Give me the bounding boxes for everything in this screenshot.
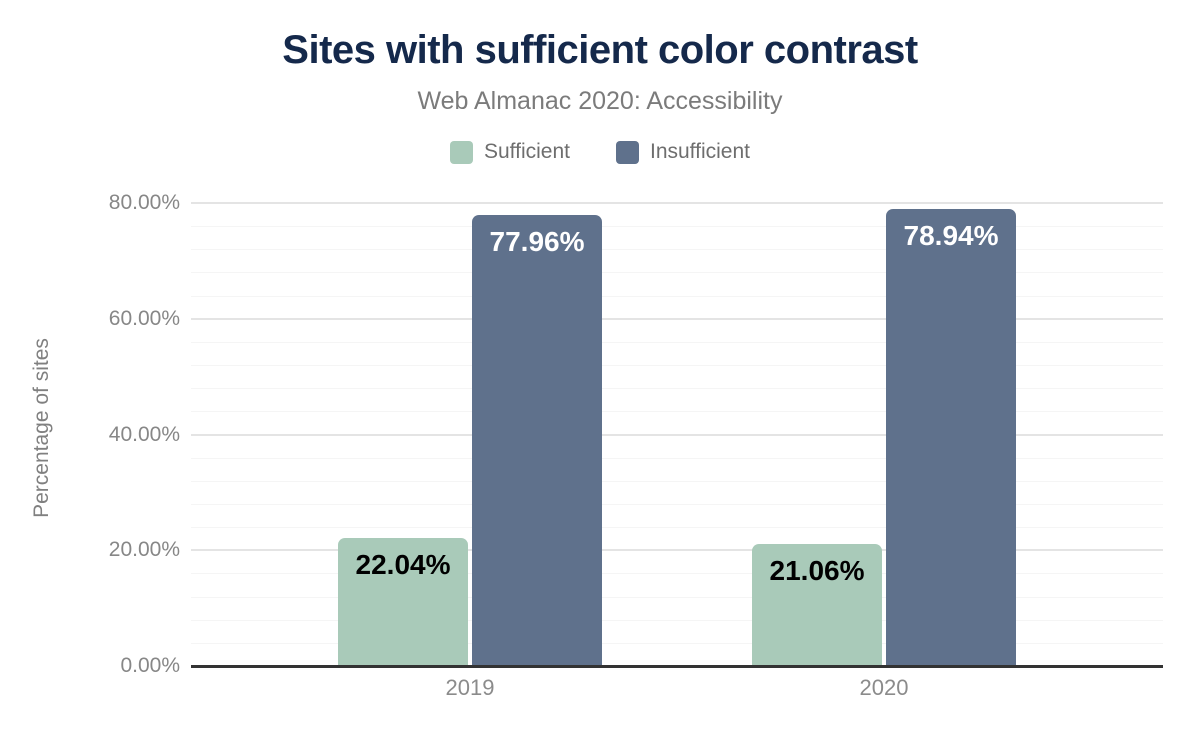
minor-gridline	[191, 226, 1163, 228]
minor-gridline	[191, 596, 1163, 598]
bar-value-label: 78.94%	[903, 220, 999, 252]
legend-item-sufficient: Sufficient	[449, 140, 570, 164]
bar-value-label: 21.06%	[769, 555, 865, 587]
minor-gridline	[191, 480, 1163, 482]
major-gridline	[191, 317, 1163, 320]
legend-item-insufficient: Insufficient	[615, 140, 750, 164]
bar-value-label: 77.96%	[489, 225, 585, 257]
y-tick-label: 20.00%	[108, 538, 180, 562]
major-gridline	[191, 549, 1163, 552]
minor-gridline	[191, 341, 1163, 343]
minor-gridline	[191, 527, 1163, 529]
minor-gridline	[191, 388, 1163, 390]
major-gridline	[191, 433, 1163, 436]
minor-gridline	[191, 642, 1163, 644]
minor-gridline	[191, 573, 1163, 575]
minor-gridline	[191, 411, 1163, 413]
bar-2020-sufficient: 21.06%	[752, 544, 882, 666]
y-tick-label: 80.00%	[108, 191, 180, 214]
minor-gridline	[191, 503, 1163, 505]
chart-subtitle: Web Almanac 2020: Accessibility	[417, 87, 783, 115]
chart-title: Sites with sufficient color contrast	[282, 28, 918, 72]
minor-gridline	[191, 272, 1163, 274]
legend-swatch-insufficient	[615, 140, 639, 164]
legend-label-sufficient: Sufficient	[483, 140, 570, 163]
major-gridline	[191, 202, 1163, 204]
x-tick-label: 2020	[859, 675, 909, 700]
bar-2020-insufficient: 78.94%	[886, 209, 1016, 666]
bar-2019-sufficient: 22.04%	[338, 538, 468, 666]
x-tick-label: 2019	[445, 675, 495, 700]
y-tick-label: 40.00%	[108, 422, 180, 446]
legend: Sufficient Insufficient	[0, 140, 1200, 164]
legend-label-insufficient: Insufficient	[649, 140, 750, 163]
bar-2019-insufficient: 77.96%	[472, 214, 602, 666]
y-tick-label: 60.00%	[108, 306, 180, 330]
minor-gridline	[191, 365, 1163, 367]
legend-swatch-sufficient	[449, 140, 473, 164]
x-axis-line	[191, 665, 1163, 668]
bar-value-label: 22.04%	[355, 549, 451, 581]
minor-gridline	[191, 457, 1163, 459]
minor-gridline	[191, 619, 1163, 621]
minor-gridline	[191, 249, 1163, 251]
minor-gridline	[191, 295, 1163, 297]
y-tick-label: 0.00%	[120, 654, 180, 677]
